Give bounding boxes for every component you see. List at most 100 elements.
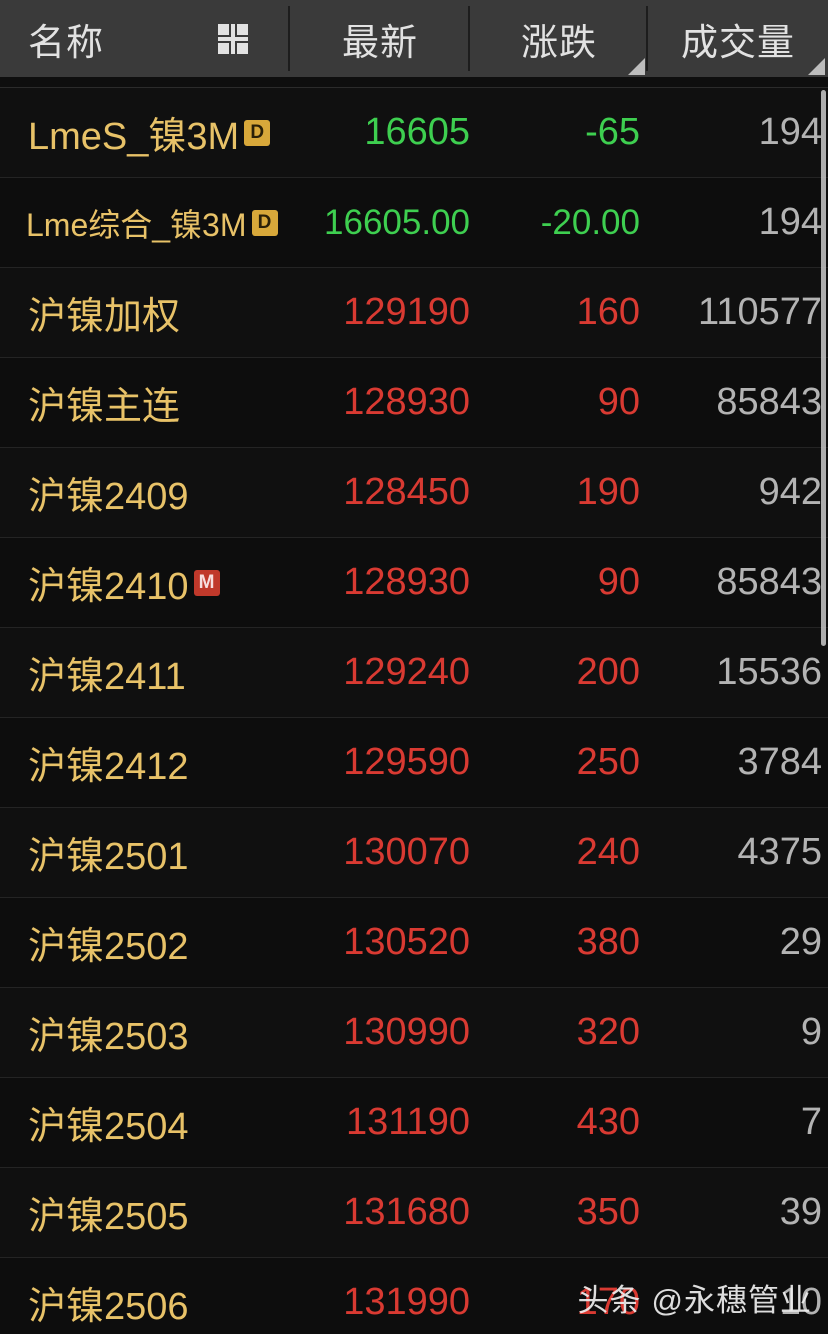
row-change-value: 160: [576, 291, 640, 333]
row-change-value: 170: [576, 1281, 640, 1323]
sort-indicator-icon[interactable]: [628, 58, 645, 75]
row-volume-value: 9: [800, 1011, 822, 1053]
row-change-value: 200: [576, 651, 640, 693]
column-divider: [288, 6, 290, 71]
row-volume-value: 194: [758, 111, 822, 153]
row-instrument-label: 沪镍2502: [28, 926, 189, 968]
column-header-last-label: 最新: [342, 21, 418, 63]
row-volume-value: 7: [800, 1101, 822, 1143]
row-instrument-name: 沪镍2411: [0, 645, 290, 700]
row-volume-value: 3784: [737, 741, 822, 783]
row-change-value: -20.00: [540, 202, 640, 242]
row-last-price: 128930: [343, 561, 470, 603]
table-row[interactable]: 沪镍2503 130990 320 9: [0, 988, 828, 1078]
row-instrument-label: 沪镍2504: [28, 1106, 189, 1148]
column-header-volume-label: 成交量: [681, 21, 795, 63]
row-instrument-label: 沪镍2412: [28, 746, 189, 788]
row-instrument-label: LmeS_镍3M: [28, 116, 240, 158]
table-row[interactable]: 沪镍2504 131190 430 7: [0, 1078, 828, 1168]
column-header-name-label: 名称: [28, 21, 104, 63]
table-row[interactable]: 沪镍2506 131990 170 10: [0, 1258, 828, 1334]
row-volume-value: 15536: [716, 651, 822, 693]
row-badge-m-icon: M: [193, 569, 220, 596]
quote-row-list: LmeS_镍3M D 16605 -65 194 Lme综合_镍3M D 16605.00 -2…: [0, 88, 828, 1334]
row-instrument-label: 沪镍加权: [28, 296, 181, 338]
table-row[interactable]: 沪镍2411 129240 200 15536: [0, 628, 828, 718]
row-change-value: 240: [576, 831, 640, 873]
row-change-value: 90: [597, 561, 640, 603]
table-row[interactable]: 沪镍2502 130520 380 29: [0, 898, 828, 988]
table-row[interactable]: Lme综合_镍3M D 16605.00 -20.00 194: [0, 178, 828, 268]
row-last-price: 130070: [343, 831, 470, 873]
table-header: 名称 最新 涨跌 成交量: [0, 0, 828, 77]
row-instrument-name: 沪镍加权: [0, 285, 290, 340]
row-change-value: 250: [576, 741, 640, 783]
row-volume-value: 10: [779, 1281, 822, 1323]
row-instrument-name: 沪镍2501: [0, 825, 290, 880]
row-volume-value: 85843: [716, 381, 822, 423]
row-instrument-name: LmeS_镍3M D: [0, 105, 290, 160]
row-volume-value: 942: [758, 471, 822, 513]
row-last-price: 128450: [343, 471, 470, 513]
column-divider: [468, 6, 470, 71]
sort-indicator-icon[interactable]: [808, 58, 825, 75]
row-instrument-name: 沪镍2505: [0, 1185, 290, 1240]
row-last-price: 131190: [346, 1101, 470, 1143]
table-row[interactable]: LmeS_镍3M D 16605 -65 194: [0, 88, 828, 178]
grid-view-icon[interactable]: [218, 23, 248, 54]
row-instrument-name: Lme综合_镍3M D: [0, 200, 290, 246]
row-volume-value: 85843: [716, 561, 822, 603]
row-change-value: 320: [576, 1011, 640, 1053]
row-change-value: -65: [585, 111, 640, 153]
vertical-scrollbar[interactable]: [820, 88, 826, 1334]
row-last-price: 129190: [343, 291, 470, 333]
row-volume-value: 29: [779, 921, 822, 963]
table-row[interactable]: 沪镍2501 130070 240 4375: [0, 808, 828, 898]
table-row[interactable]: 沪镍加权 129190 160 110577: [0, 268, 828, 358]
row-last-price: 131680: [343, 1191, 470, 1233]
table-row[interactable]: 沪镍2410 M 128930 90 85843: [0, 538, 828, 628]
row-instrument-name: 沪镍2410 M: [0, 555, 290, 610]
row-instrument-label: 沪镍2501: [28, 836, 189, 878]
row-instrument-label: 沪镍2503: [28, 1016, 189, 1058]
table-row[interactable]: 沪镍2505 131680 350 39: [0, 1168, 828, 1258]
row-badge-d-icon: D: [251, 209, 278, 236]
row-volume-value: 194: [758, 201, 822, 243]
row-instrument-name: 沪镍2502: [0, 915, 290, 970]
row-instrument-name: 沪镍2504: [0, 1095, 290, 1150]
row-instrument-name: 沪镍主连: [0, 375, 290, 430]
column-header-name[interactable]: 名称: [0, 0, 290, 77]
row-change-value: 430: [576, 1101, 640, 1143]
row-instrument-label: Lme综合_镍3M: [26, 206, 247, 243]
row-last-price: 128930: [343, 381, 470, 423]
row-badge-d-icon: D: [244, 119, 271, 146]
row-instrument-name: 沪镍2503: [0, 1005, 290, 1060]
row-last-price: 130990: [343, 1011, 470, 1053]
column-header-change-label: 涨跌: [521, 21, 597, 63]
row-last-price: 131990: [343, 1281, 470, 1323]
row-change-value: 380: [576, 921, 640, 963]
row-instrument-label: 沪镍主连: [28, 386, 181, 428]
row-instrument-label: 沪镍2505: [28, 1196, 189, 1238]
row-last-price: 129590: [343, 741, 470, 783]
row-instrument-label: 沪镍2409: [28, 476, 189, 518]
row-last-price: 129240: [343, 651, 470, 693]
row-instrument-name: 沪镍2412: [0, 735, 290, 790]
table-row[interactable]: 沪镍2409 128450 190 942: [0, 448, 828, 538]
column-header-last[interactable]: 最新: [290, 0, 470, 77]
row-instrument-name: 沪镍2506: [0, 1275, 290, 1330]
table-row[interactable]: 沪镍主连 128930 90 85843: [0, 358, 828, 448]
column-divider: [646, 6, 648, 71]
row-instrument-label: 沪镍2410: [28, 566, 189, 608]
row-instrument-label: 沪镍2411: [28, 656, 186, 698]
column-header-volume[interactable]: 成交量: [648, 0, 828, 77]
column-header-change[interactable]: 涨跌: [470, 0, 648, 77]
row-volume-value: 4375: [737, 831, 822, 873]
row-volume-value: 110577: [698, 291, 822, 333]
row-change-value: 190: [576, 471, 640, 513]
row-change-value: 90: [597, 381, 640, 423]
table-row[interactable]: 沪镍2412 129590 250 3784: [0, 718, 828, 808]
scrollbar-thumb[interactable]: [821, 90, 826, 646]
row-volume-value: 39: [779, 1191, 822, 1233]
